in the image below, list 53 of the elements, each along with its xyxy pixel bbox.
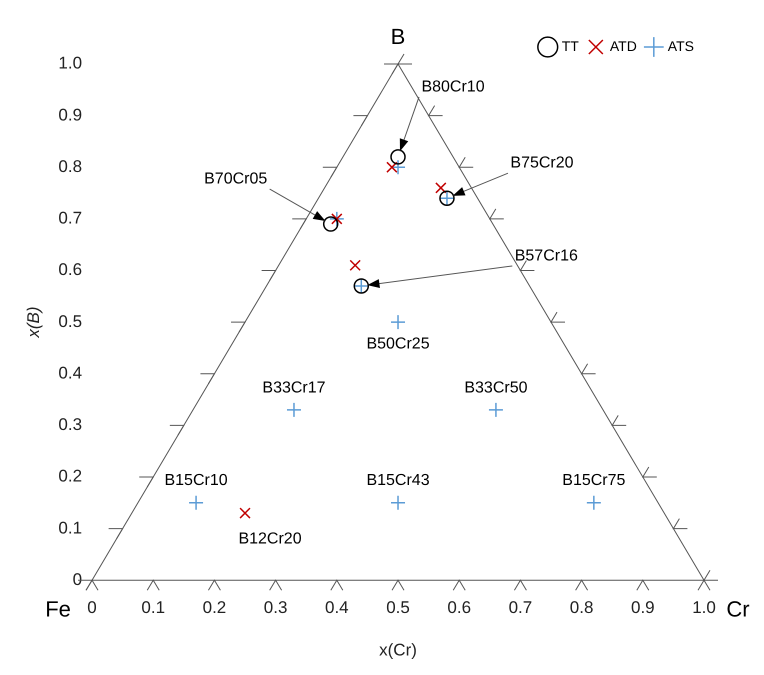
x-tick-label: 0.3 [264,598,288,618]
annotation: B33Cr50 [464,379,528,396]
y-tick-label: 0.6 [58,260,82,280]
y-tick-label: 0.3 [58,415,82,434]
annotation: B15Cr43 [366,472,430,490]
text: Cr [726,596,750,622]
y-tick-label: 0.4 [58,363,82,382]
x-tick-label: 0.8 [570,598,594,618]
legend-label: TT [562,38,580,54]
x-tick-label: 0.1 [141,598,166,618]
point [188,495,204,511]
point [322,216,338,232]
legend-label: ATD [610,38,637,54]
annotation: B12Cr20 [238,530,302,548]
annotation: B15Cr10 [164,472,228,490]
annotation: B50Cr25 [366,336,430,353]
annotation: B15Cr75 [562,472,626,490]
y-axis-title: x(B) [24,306,43,339]
x-tick-label: 0.9 [630,598,655,618]
y-tick-label: 0.2 [58,466,82,486]
point [390,495,406,511]
y-tick-label: 0 [72,570,82,589]
x-tick-label: 0.2 [202,598,226,618]
annotation: B70Cr05 [204,170,268,188]
x-tick-label: 0 [87,598,97,618]
y-tick-label: 0.5 [58,312,82,331]
x-axis-title: x(Cr) [379,640,417,660]
point [586,495,602,511]
point [286,402,302,418]
text: Fe [45,596,71,622]
legend-label: ATS [668,38,694,54]
point [239,507,251,519]
annotation: B57Cr16 [514,247,578,264]
text: B [390,24,406,50]
point [386,162,398,173]
x-tick-label: 0.7 [508,598,532,618]
point [390,149,406,165]
y-tick-label: 0.8 [58,156,82,176]
annotation: B75Cr20 [510,154,574,172]
x-tick-label: 0.5 [386,598,410,618]
y-tick-label: 0.1 [58,518,82,538]
point [435,182,447,194]
annotation: B80Cr10 [421,78,485,96]
x-tick-label: 0.4 [325,598,349,618]
x-tick-label: 1.0 [692,598,716,618]
point [349,260,361,272]
y-tick-label: 0.9 [58,105,82,124]
y-tick-label: 1.0 [58,54,82,73]
point [488,402,504,418]
y-tick-label: 0.7 [58,208,82,228]
point [390,314,406,330]
annotation: B33Cr17 [262,379,326,396]
x-tick-label: 0.6 [447,598,472,618]
